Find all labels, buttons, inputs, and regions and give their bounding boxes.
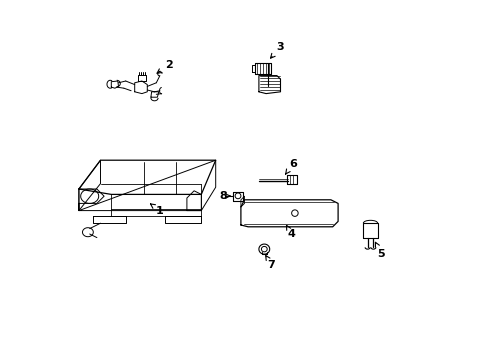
Text: 4: 4 (286, 225, 295, 239)
Text: 8: 8 (219, 191, 230, 201)
Text: 1: 1 (150, 204, 163, 216)
Text: 7: 7 (265, 256, 275, 270)
Text: 2: 2 (157, 60, 172, 73)
Text: 5: 5 (375, 242, 385, 259)
Text: 6: 6 (285, 159, 296, 174)
Text: 3: 3 (270, 42, 284, 58)
